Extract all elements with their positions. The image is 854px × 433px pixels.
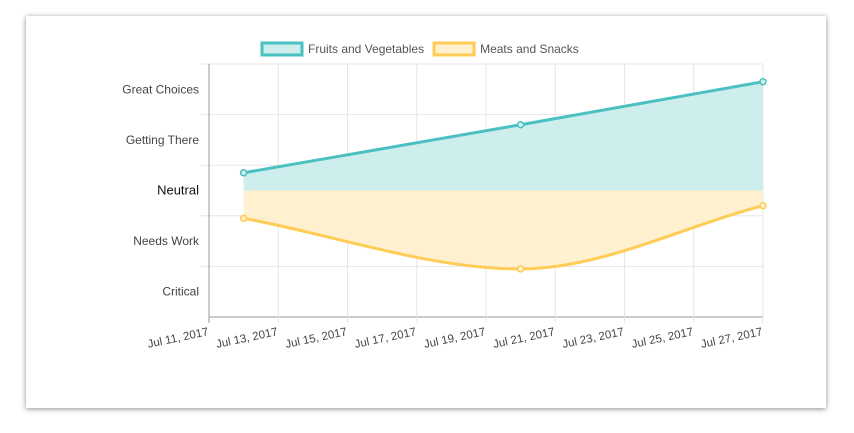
x-tick-label: Jul 17, 2017	[354, 326, 418, 351]
x-tick-label: Jul 23, 2017	[561, 326, 625, 351]
area-meats-and-snacks	[243, 190, 763, 269]
point-fruits-and-vegetables[interactable]	[516, 120, 525, 129]
x-tick-label: Jul 11, 2017	[147, 326, 210, 351]
point-fruits-and-vegetables[interactable]	[759, 77, 767, 86]
y-tick-label-great-choices: Great Choices	[122, 82, 199, 96]
series-areas	[243, 81, 763, 269]
x-tick-label: Jul 27, 2017	[700, 326, 764, 351]
point-meats-and-snacks[interactable]	[239, 214, 248, 223]
legend-item-meats-and-snacks[interactable]: Meats and Snacks	[432, 41, 579, 57]
legend-swatch	[260, 41, 304, 57]
point-meats-and-snacks[interactable]	[516, 265, 525, 273]
legend[interactable]: Fruits and Vegetables Meats and Snacks	[260, 41, 579, 57]
legend-item-fruits-and-vegetables[interactable]: Fruits and Vegetables	[260, 41, 424, 57]
x-tick-label: Jul 15, 2017	[284, 326, 348, 351]
area-fruits-and-vegetables	[243, 81, 763, 191]
series-points	[239, 77, 767, 273]
chart-card: Critical Needs Work Neutral Getting There Gr…	[26, 16, 826, 408]
x-tick-label: Jul 21, 2017	[492, 326, 556, 351]
x-tick-label: Jul 25, 2017	[631, 326, 695, 351]
chart: Critical Needs Work Neutral Getting There Gr…	[122, 41, 767, 351]
y-tick-label-critical: Critical	[162, 285, 199, 299]
x-tick-label: Jul 19, 2017	[423, 326, 487, 351]
point-fruits-and-vegetables[interactable]	[239, 169, 248, 177]
point-meats-and-snacks[interactable]	[759, 201, 767, 210]
legend-swatch	[432, 41, 476, 57]
legend-label: Meats and Snacks	[480, 42, 579, 56]
legend-label: Fruits and Vegetables	[308, 42, 424, 56]
y-tick-label-needs-work: Needs Work	[133, 234, 200, 248]
y-tick-label-neutral: Neutral	[157, 183, 199, 198]
x-tick-label: Jul 13, 2017	[215, 326, 279, 351]
y-tick-label-getting-there: Getting There	[126, 133, 199, 147]
